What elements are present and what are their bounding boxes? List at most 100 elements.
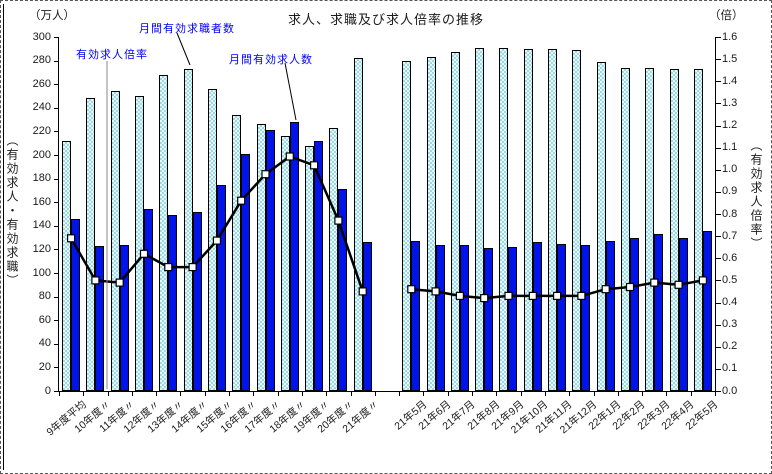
bar-offers [629, 237, 639, 391]
y-axis-right-tick [716, 324, 721, 326]
x-axis-tick [59, 392, 60, 396]
bar-offers [605, 241, 615, 391]
bar-seekers [475, 47, 485, 391]
left-axis-unit: （万人） [29, 10, 75, 22]
bar-offers [484, 248, 494, 391]
y-axis-left-tick-label: 20 [38, 360, 51, 373]
x-axis-tick [229, 392, 231, 396]
y-axis-right-tick-label: 0.8 [722, 207, 738, 220]
y-axis-right-tick [716, 236, 721, 238]
bar-seekers [402, 60, 412, 391]
bar-offers [338, 189, 348, 391]
y-axis-right-tick-label: 0.6 [722, 251, 738, 264]
bar-offers [216, 184, 226, 391]
y-axis-left-tick-label: 200 [32, 148, 51, 161]
bar-seekers [353, 58, 363, 391]
y-axis-left-tick [54, 155, 59, 156]
seekers-annotation-leader-line [176, 32, 191, 66]
x-axis-tick [83, 392, 85, 396]
y-axis-right-tick-label: 0.9 [722, 185, 738, 198]
bar-offers [192, 211, 202, 391]
x-axis-tick [447, 392, 449, 396]
y-axis-right-tick [716, 280, 721, 282]
y-axis-right-tick-label: 1.0 [722, 163, 738, 176]
y-axis-right-tick-label: 0.4 [722, 296, 738, 308]
y-axis-left-tick-label: 300 [32, 30, 51, 43]
y-axis-right-tick-label: 1.6 [722, 30, 738, 43]
y-axis-left-tick [54, 273, 59, 274]
x-axis-tick [253, 392, 255, 396]
bar-seekers [280, 136, 290, 391]
bar-offers [362, 242, 372, 391]
x-axis-tick [690, 392, 692, 396]
y-axis-left-tick-label: 220 [32, 124, 51, 137]
x-axis-tick [277, 392, 279, 396]
y-axis-left-tick [54, 296, 59, 298]
x-axis-tick [496, 392, 498, 396]
bar-seekers [207, 88, 217, 391]
x-axis-tick [569, 392, 571, 396]
y-axis-right-tick-label: 0.1 [722, 362, 738, 375]
y-axis-right-tick-label: 1.2 [722, 119, 738, 131]
offers-annotation-leader-line [284, 62, 297, 121]
y-axis-left-tick-label: 280 [32, 54, 51, 67]
right-axis-title: （有効求人倍率） [749, 139, 763, 251]
y-axis-right-tick-label: 0.5 [722, 273, 738, 286]
bar-offers [314, 140, 324, 391]
y-axis-left-tick-label: 100 [32, 266, 51, 279]
y-axis-left-tick-label: 120 [32, 242, 51, 255]
x-axis-tick [593, 392, 595, 396]
y-axis-left-tick-label: 180 [32, 172, 51, 185]
y-axis-right-tick-label: 0.0 [722, 384, 738, 397]
y-axis-left-tick [54, 343, 59, 345]
bar-seekers [426, 57, 436, 391]
y-axis-left-tick [54, 107, 59, 109]
bar-seekers [329, 127, 339, 391]
bar-seekers [669, 68, 679, 391]
bar-seekers [110, 91, 120, 391]
x-axis-tick [520, 392, 522, 396]
bar-seekers [86, 98, 96, 391]
bar-seekers [693, 68, 703, 391]
bar-seekers [62, 140, 72, 391]
bar-seekers [620, 67, 630, 391]
y-axis-left-tick [54, 367, 59, 369]
y-axis-left-tick-label: 240 [32, 101, 51, 114]
bar-seekers [305, 145, 315, 391]
y-axis-left-tick [54, 320, 59, 322]
bar-offers [459, 244, 469, 391]
y-axis-left-tick [54, 60, 59, 62]
left-axis-title: （有効求人・有効求職） [5, 134, 19, 288]
y-axis-left-tick [54, 131, 59, 133]
right-axis-unit: （倍） [709, 10, 744, 22]
y-axis-right-line [715, 37, 716, 392]
x-axis-tick [350, 392, 352, 396]
y-axis-right-tick-label: 1.4 [722, 74, 738, 87]
x-axis-tick [544, 392, 546, 396]
y-axis-left-tick [54, 202, 59, 204]
x-axis-tick [107, 392, 109, 396]
bar-seekers [232, 114, 242, 391]
bar-seekers [645, 67, 655, 391]
x-axis-tick [156, 392, 158, 396]
bar-offers [71, 218, 81, 391]
y-axis-right-tick-label: 0.7 [722, 229, 738, 242]
bar-offers [654, 234, 664, 391]
y-axis-right-tick [716, 191, 721, 193]
y-axis-right-tick [716, 81, 721, 83]
bar-offers [532, 242, 542, 391]
y-axis-right-tick-label: 0.2 [722, 340, 738, 353]
bar-offers [95, 245, 105, 391]
y-axis-left-tick-label: 60 [38, 313, 51, 326]
bar-seekers [159, 74, 169, 391]
x-axis-tick [399, 392, 401, 396]
bar-offers [557, 243, 567, 391]
x-axis-tick [715, 392, 716, 396]
y-axis-left-line [58, 37, 59, 392]
bar-seekers [183, 68, 193, 391]
x-axis-tick [642, 392, 644, 396]
bar-seekers [256, 124, 266, 391]
y-axis-right-tick [716, 125, 721, 127]
x-axis-tick [374, 392, 376, 396]
